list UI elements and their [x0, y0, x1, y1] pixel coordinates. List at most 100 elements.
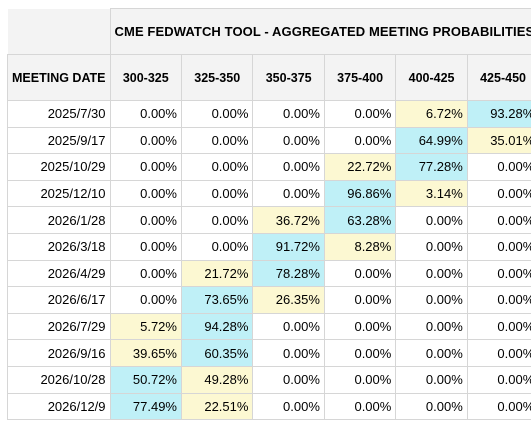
meeting-date-cell: 2026/3/18	[7, 232, 111, 261]
probability-cell: 0.00%	[323, 100, 397, 128]
table-body: 2025/7/30 0.00% 0.00% 0.00% 0.00% 6.72% 93.28%…	[7, 100, 531, 421]
probability-cell: 0.00%	[466, 206, 531, 234]
table-row: 2026/12/9 77.49% 22.51% 0.00% 0.00% 0.00% 0.00…	[7, 392, 531, 421]
probability-cell: 49.28%	[180, 365, 254, 394]
probability-cell: 0.00%	[395, 206, 468, 234]
table-row: 2026/9/16 39.65% 60.35% 0.00% 0.00% 0.00% 0.00…	[7, 339, 531, 367]
probability-cell: 0.00%	[323, 259, 397, 288]
probability-cell: 6.72%	[395, 100, 468, 128]
probability-cell: 0.00%	[395, 365, 468, 394]
title-row: CME FEDWATCH TOOL - AGGREGATED MEETING P…	[7, 8, 531, 55]
probability-cell: 0.00%	[466, 286, 531, 314]
probability-cell: 78.28%	[252, 259, 325, 288]
probability-cell: 73.65%	[180, 286, 254, 314]
probability-cell: 0.00%	[180, 100, 254, 128]
meeting-date-cell: 2026/4/29	[7, 259, 111, 288]
probability-cell: 0.00%	[252, 100, 325, 128]
probability-cell: 0.00%	[109, 286, 182, 314]
probability-cell: 0.00%	[109, 126, 182, 155]
table-row: 2026/10/28 50.72% 49.28% 0.00% 0.00% 0.00% 0.0…	[7, 365, 531, 394]
meeting-date-cell: 2026/1/28	[7, 206, 111, 234]
probability-cell: 39.65%	[109, 339, 182, 367]
probability-cell: 96.86%	[323, 179, 397, 208]
corner-cell	[7, 8, 111, 55]
probability-cell: 94.28%	[180, 312, 254, 341]
probability-cell: 8.28%	[323, 232, 397, 261]
probability-cell: 0.00%	[466, 259, 531, 288]
meeting-date-cell: 2025/7/30	[7, 100, 111, 128]
table-row: 2026/3/18 0.00% 0.00% 91.72% 8.28% 0.00% 0.00%	[7, 232, 531, 261]
meeting-date-cell: 2025/9/17	[7, 126, 111, 155]
probability-cell: 3.14%	[395, 179, 468, 208]
probability-cell: 0.00%	[323, 312, 397, 341]
probability-cell: 0.00%	[323, 365, 397, 394]
probability-cell: 77.49%	[109, 392, 182, 421]
probability-cell: 0.00%	[109, 100, 182, 128]
column-header: 300-325	[109, 54, 182, 101]
probability-cell: 0.00%	[109, 232, 182, 261]
probability-cell: 64.99%	[395, 126, 468, 155]
probability-cell: 0.00%	[466, 312, 531, 341]
probability-cell: 0.00%	[466, 365, 531, 394]
table-row: 2026/6/17 0.00% 73.65% 26.35% 0.00% 0.00% 0.00…	[7, 286, 531, 314]
table-title: CME FEDWATCH TOOL - AGGREGATED MEETING P…	[109, 8, 531, 55]
probability-cell: 93.28%	[466, 100, 531, 128]
table-row: 2025/10/29 0.00% 0.00% 0.00% 22.72% 77.28% 0.0…	[7, 153, 531, 181]
probability-cell: 0.00%	[109, 206, 182, 234]
probability-cell: 0.00%	[252, 365, 325, 394]
probability-cell: 0.00%	[466, 153, 531, 181]
probability-cell: 0.00%	[109, 259, 182, 288]
probability-table-container: CME FEDWATCH TOOL - AGGREGATED MEETING P…	[7, 8, 531, 421]
table-row: 2026/4/29 0.00% 21.72% 78.28% 0.00% 0.00% 0.00…	[7, 259, 531, 288]
probability-cell: 0.00%	[252, 312, 325, 341]
probability-cell: 0.00%	[109, 153, 182, 181]
meeting-date-cell: 2026/6/17	[7, 286, 111, 314]
column-header: 400-425	[395, 54, 468, 101]
probability-cell: 0.00%	[180, 179, 254, 208]
probability-cell: 35.01%	[466, 126, 531, 155]
probability-cell: 0.00%	[323, 339, 397, 367]
probability-cell: 22.51%	[180, 392, 254, 421]
probability-cell: 0.00%	[323, 126, 397, 155]
probability-cell: 0.00%	[466, 339, 531, 367]
probability-cell: 0.00%	[395, 286, 468, 314]
probability-cell: 0.00%	[252, 339, 325, 367]
probability-cell: 36.72%	[252, 206, 325, 234]
probability-cell: 26.35%	[252, 286, 325, 314]
probability-cell: 63.28%	[323, 206, 397, 234]
table-row: 2025/9/17 0.00% 0.00% 0.00% 0.00% 64.99% 35.01…	[7, 126, 531, 155]
probability-cell: 60.35%	[180, 339, 254, 367]
column-header: 375-400	[323, 54, 397, 101]
probability-cell: 0.00%	[323, 286, 397, 314]
probability-cell: 0.00%	[395, 392, 468, 421]
probability-cell: 0.00%	[466, 179, 531, 208]
probability-cell: 77.28%	[395, 153, 468, 181]
probability-cell: 0.00%	[252, 153, 325, 181]
probability-cell: 0.00%	[252, 179, 325, 208]
probability-cell: 0.00%	[395, 259, 468, 288]
probability-cell: 0.00%	[180, 206, 254, 234]
meeting-date-header: MEETING DATE	[7, 54, 111, 101]
table-row: 2026/1/28 0.00% 0.00% 36.72% 63.28% 0.00% 0.00…	[7, 206, 531, 234]
probability-cell: 0.00%	[252, 126, 325, 155]
column-header: 325-350	[180, 54, 254, 101]
meeting-date-cell: 2026/9/16	[7, 339, 111, 367]
probability-cell: 0.00%	[466, 392, 531, 421]
probability-cell: 50.72%	[109, 365, 182, 394]
table-row: 2025/7/30 0.00% 0.00% 0.00% 0.00% 6.72% 93.28%	[7, 100, 531, 128]
column-header: 425-450	[466, 54, 531, 101]
fedwatch-probability-table: CME FEDWATCH TOOL - AGGREGATED MEETING P…	[7, 8, 531, 421]
meeting-date-cell: 2026/7/29	[7, 312, 111, 341]
probability-cell: 21.72%	[180, 259, 254, 288]
probability-cell: 0.00%	[323, 392, 397, 421]
probability-cell: 22.72%	[323, 153, 397, 181]
probability-cell: 0.00%	[180, 232, 254, 261]
probability-cell: 0.00%	[395, 312, 468, 341]
table-row: 2026/7/29 5.72% 94.28% 0.00% 0.00% 0.00% 0.00%	[7, 312, 531, 341]
meeting-date-cell: 2025/10/29	[7, 153, 111, 181]
probability-cell: 0.00%	[466, 232, 531, 261]
probability-cell: 0.00%	[395, 232, 468, 261]
probability-cell: 0.00%	[252, 392, 325, 421]
probability-cell: 0.00%	[109, 179, 182, 208]
probability-cell: 0.00%	[395, 339, 468, 367]
